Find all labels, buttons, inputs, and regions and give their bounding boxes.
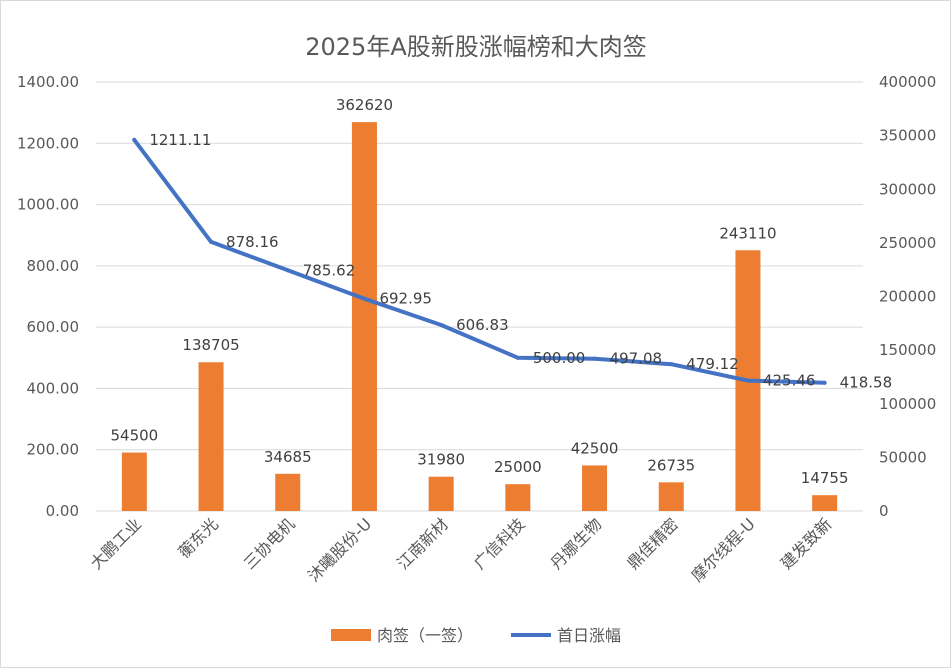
bar [505,484,531,511]
bar-data-label: 31980 [417,451,465,469]
bar-data-label: 25000 [494,458,542,476]
right-axis-tick-label: 300000 [879,180,936,198]
category-label: 鼎佳精密 [623,514,682,573]
right-axis-tick-label: 50000 [879,448,927,466]
category-label: 蘅东光 [174,514,221,561]
line-data-label: 479.12 [686,355,739,373]
right-axis-tick-label: 400000 [879,73,936,91]
bar [582,465,608,511]
legend-label-bar: 肉签（一签） [377,626,473,645]
line-data-label: 1211.11 [149,131,211,149]
line-data-label: 500.00 [533,349,586,367]
bar [121,452,147,511]
category-axis: 大鹏工业 蘅东光 三协电机 沐曦股份-U 江南新材 广信科技 丹娜生物 鼎佳精密 摩尔线程-U 建… [86,514,835,585]
bar-data-label: 14755 [801,469,849,487]
left-axis-tick-label: 400.00 [27,379,80,397]
left-axis-tick-label: 1000.00 [17,196,79,214]
line-point [822,380,827,385]
line-point [669,362,674,367]
category-label: 沐曦股份-U [304,514,375,585]
line-point [362,296,367,301]
bar-data-label: 54500 [110,427,158,445]
bar-data-label: 42500 [571,439,619,457]
category-label: 广信科技 [470,514,529,573]
bar-data-label: 138705 [182,336,239,354]
right-axis-tick-label: 250000 [879,234,936,252]
line-point [439,323,444,328]
category-label: 摩尔线程-U [688,514,759,585]
chart-title: 2025年A股新股涨幅榜和大肉签 [305,33,647,61]
line-data-labels: 1211.11 878.16 785.62 692.95 606.83 500.00 497… [149,131,892,392]
left-axis-tick-label: 200.00 [27,441,80,459]
bar [428,476,454,511]
category-label: 建发致新 [777,514,836,573]
line-data-label: 497.08 [610,350,663,368]
bar-data-label: 243110 [719,224,776,242]
right-axis-tick-label: 0 [879,502,889,520]
line-point [592,356,597,361]
line-point [285,268,290,273]
line-data-label: 692.95 [379,290,432,308]
left-axis-tick-label: 600.00 [27,318,80,336]
line-data-label: 425.46 [763,372,816,390]
legend: 肉签（一签） 首日涨幅 [331,626,621,645]
right-axis: 0 50000 100000 150000 200000 250000 300000 3500… [879,73,936,520]
left-axis-tick-label: 1400.00 [17,73,79,91]
line-point [515,355,520,360]
category-label: 三协电机 [240,514,299,573]
line-series [132,137,827,385]
bar-data-label: 34685 [264,448,312,466]
category-label: 大鹏工业 [86,514,145,573]
left-axis-tick-label: 1200.00 [17,134,79,152]
line-point [132,137,137,142]
right-axis-tick-label: 350000 [879,127,936,145]
bar [275,473,301,511]
legend-swatch-bar [331,629,371,641]
line-data-label: 878.16 [226,233,278,251]
bar [658,482,684,511]
line-data-label: 606.83 [456,316,509,334]
bar [812,495,838,511]
right-axis-tick-label: 100000 [879,395,936,413]
line-point [209,239,214,244]
line-point [745,378,750,383]
right-axis-tick-label: 150000 [879,341,936,359]
line-path [132,137,827,385]
bar-data-label: 26735 [647,456,695,474]
bar-data-labels: 54500 138705 34685 362620 31980 25000 42500 267… [110,96,848,487]
right-axis-tick-label: 200000 [879,288,936,306]
left-axis: 0.00 200.00 400.00 600.00 800.00 1000.00 1200.… [17,73,79,520]
left-axis-tick-label: 0.00 [46,502,79,520]
bar [198,362,224,511]
gridlines [96,81,863,512]
legend-label-line: 首日涨幅 [557,626,621,645]
category-label: 丹娜生物 [547,514,606,573]
line-data-label: 785.62 [303,261,356,279]
category-label: 江南新材 [393,514,452,573]
bar [351,122,377,511]
bar-data-label: 362620 [336,96,393,114]
line-data-label: 418.58 [840,374,893,392]
left-axis-tick-label: 800.00 [27,257,80,275]
